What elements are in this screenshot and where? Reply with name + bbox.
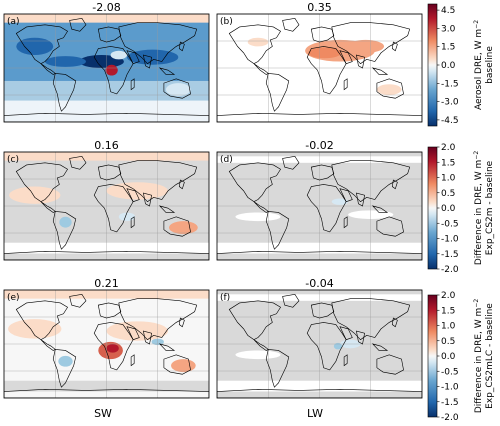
panel-f-value: -0.04 (305, 277, 333, 290)
map-panel-a: -2.08 (a) (3, 1, 210, 123)
panel-a-value: -2.08 (92, 1, 120, 14)
panel-b-label: (b) (220, 17, 233, 27)
panel-c-value: 0.16 (94, 139, 119, 152)
colorbar-3-tick: -1.5 (441, 398, 459, 408)
panel-e-map (3, 289, 210, 399)
panel-a-label: (a) (7, 17, 20, 27)
colorbars: 4.5 3.0 1.5 0.0 -1.5 -3.0 -4.5 Aerosol DRE, W m… (427, 3, 495, 423)
colorbar-2-tick: 0.5 (441, 189, 455, 199)
colorbar-2-tick: 1.0 (441, 174, 456, 184)
colorbar-2-tick: 0.0 (441, 204, 456, 214)
panel-f-gridlines (217, 290, 422, 399)
panel-d-value: -0.02 (305, 139, 333, 152)
panel-e-gridlines (4, 290, 209, 399)
colorbar-1-tick: -1.5 (441, 79, 459, 89)
colorbar-2-label: Difference in DRE, W m−2Exp_CS2m - basel… (473, 151, 495, 265)
map-panel-b: 0.35 (b) (216, 1, 423, 123)
colorbar-1-tick: 3.0 (441, 24, 456, 34)
panel-f-map (216, 289, 423, 399)
colorbar-2-tick: -1.0 (441, 235, 459, 245)
panel-a-map (3, 13, 210, 123)
panel-e-label: (e) (7, 293, 20, 303)
colorbar-2-tick: 1.5 (441, 158, 455, 168)
colorbar-1-tick: 0.0 (441, 61, 456, 71)
column-label-lw: LW (307, 407, 323, 420)
colorbar-1-label: Aerosol DRE, W m−2baseline (473, 20, 495, 110)
colorbar-1-gradient (427, 3, 438, 127)
map-panel-c: 0.16 (c) (3, 139, 210, 261)
colorbar-3-label: Difference in DRE, W m−2 Exp_CS2mLC - bas… (473, 299, 495, 413)
colorbar-2-tick: -2.0 (441, 265, 459, 275)
panel-b-value: 0.35 (307, 1, 332, 14)
colorbar-2-tick: -1.5 (441, 250, 459, 260)
panel-f-label: (f) (220, 293, 230, 303)
colorbar-3-tick: 1.0 (441, 322, 456, 332)
column-label-sw: SW (94, 407, 112, 420)
colorbar-1-tick: -3.0 (441, 98, 459, 108)
colorbar-3-tick: -0.5 (441, 367, 459, 377)
map-panel-e: 0.21 (e) (3, 277, 210, 399)
colorbar-3-gradient (427, 294, 438, 418)
colorbar-1-tick: 1.5 (441, 43, 455, 53)
colorbar-3-tick: 0.5 (441, 337, 455, 347)
colorbar-1: 4.5 3.0 1.5 0.0 -1.5 -3.0 -4.5 Aerosol DRE, W m… (427, 3, 495, 127)
colorbar-2: 2.0 1.5 1.0 0.5 0.0 -0.5 -1.0 -1.5 -2.0 Differenc… (427, 143, 495, 275)
colorbar-2-tick: 2.0 (441, 143, 456, 153)
panel-b-gridlines (217, 14, 422, 123)
panel-c-map (3, 151, 210, 261)
panel-a-gridlines (4, 14, 209, 123)
map-panel-f: -0.04 (f) (216, 277, 423, 399)
colorbar-2-tick: -0.5 (441, 219, 459, 229)
colorbar-3-tick: 1.5 (441, 306, 455, 316)
colorbar-3-tick: -2.0 (441, 413, 459, 423)
colorbar-3: 2.0 1.5 1.0 0.5 0.0 -0.5 -1.0 -1.5 -2.0 Differenc… (427, 291, 495, 423)
colorbar-2-gradient (427, 146, 438, 270)
map-panel-d: -0.02 (d) (216, 139, 423, 261)
colorbar-1-tick: -4.5 (441, 116, 459, 126)
panel-e-value: 0.21 (94, 277, 119, 290)
panel-c-label: (c) (7, 155, 19, 165)
column-labels: SW LW (94, 407, 323, 420)
panel-d-map (216, 151, 423, 261)
panel-c-gridlines (4, 152, 209, 261)
colorbar-1-tick: 4.5 (441, 6, 455, 16)
panel-d-label: (d) (220, 155, 233, 165)
map-panels: -2.08 (a) 0.35 (b) 0.16 (c) -0.02 (d) 0.21 (e) -0.… (3, 1, 423, 399)
colorbar-3-tick: -1.0 (441, 383, 459, 393)
colorbar-3-tick: 0.0 (441, 352, 456, 362)
panel-b-map (216, 13, 423, 123)
panel-d-gridlines (217, 152, 422, 261)
colorbar-3-tick: 2.0 (441, 291, 456, 301)
